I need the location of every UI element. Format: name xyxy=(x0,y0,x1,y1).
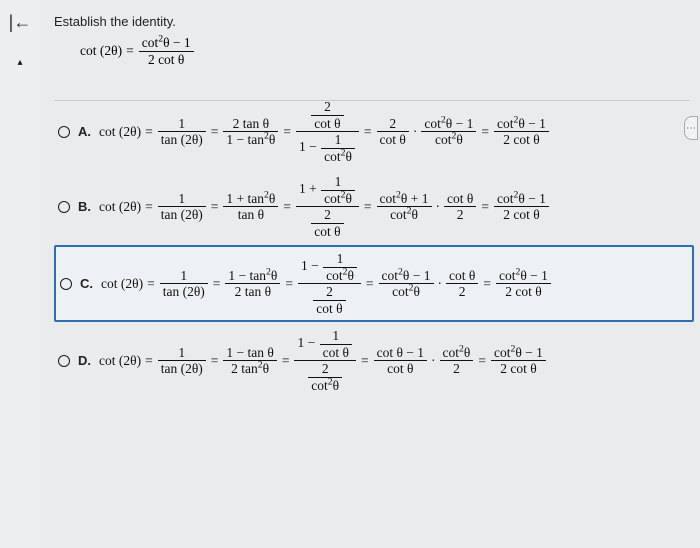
option-equation: cot (2θ) = 1tan (2θ)= 2 tan θ1 − tan2θ= … xyxy=(99,99,690,164)
option-label: C. xyxy=(80,276,93,291)
options-list: A. cot (2θ) = 1tan (2θ)= 2 tan θ1 − tan2θ… xyxy=(54,95,694,397)
option-label: B. xyxy=(78,199,91,214)
divider xyxy=(54,100,690,101)
option-row[interactable]: B. cot (2θ) = 1tan (2θ)= 1 + tan2θtan θ= … xyxy=(54,170,694,243)
page: |← ▴ ⋯ Establish the identity. cot (2θ) … xyxy=(0,0,700,548)
left-sidebar: |← ▴ xyxy=(0,0,40,548)
radio-icon[interactable] xyxy=(58,355,70,367)
option-label: D. xyxy=(78,353,91,368)
radio-icon[interactable] xyxy=(60,278,72,290)
identity-expression: cot (2θ) = cot2θ − 12 cot θ xyxy=(80,35,694,67)
back-icon[interactable]: |← xyxy=(9,12,32,33)
option-row[interactable]: D. cot (2θ) = 1tan (2θ)= 1 − tan θ2 tan2θ… xyxy=(54,324,694,397)
main-panel: ⋯ Establish the identity. cot (2θ) = cot… xyxy=(40,0,700,548)
option-row[interactable]: A. cot (2θ) = 1tan (2θ)= 2 tan θ1 − tan2θ… xyxy=(54,95,694,168)
option-equation: cot (2θ) = 1tan (2θ)= 1 + tan2θtan θ= 1 … xyxy=(99,174,690,239)
option-equation: cot (2θ) = 1tan (2θ)= 1 − tan θ2 tan2θ= … xyxy=(99,328,690,393)
option-row[interactable]: C. cot (2θ) = 1tan (2θ)= 1 − tan2θ2 tan θ… xyxy=(54,245,694,322)
option-label: A. xyxy=(78,124,91,139)
radio-icon[interactable] xyxy=(58,201,70,213)
scroll-up-icon[interactable]: ▴ xyxy=(17,57,22,68)
side-handle-icon[interactable]: ⋯ xyxy=(684,116,698,140)
question-prompt: Establish the identity. xyxy=(54,14,694,29)
radio-icon[interactable] xyxy=(58,126,70,138)
option-equation: cot (2θ) = 1tan (2θ)= 1 − tan2θ2 tan θ= … xyxy=(101,251,688,316)
